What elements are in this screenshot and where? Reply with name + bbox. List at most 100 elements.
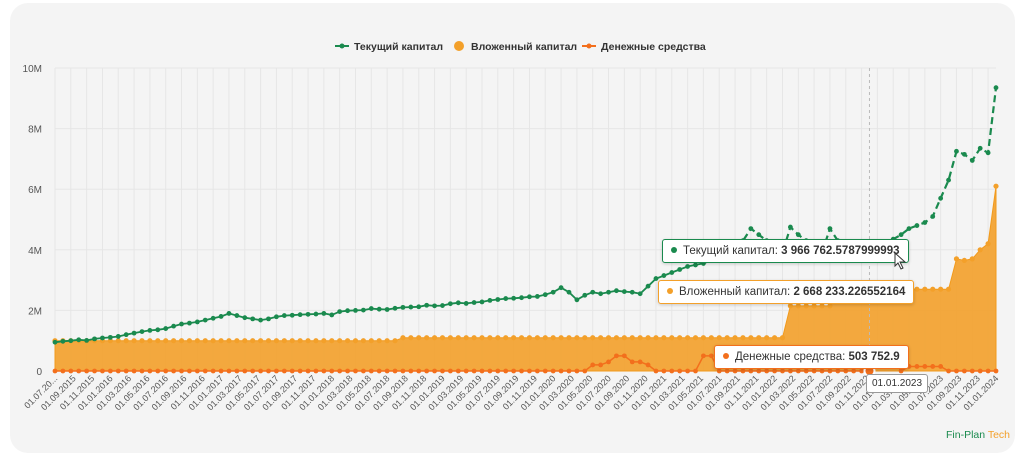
cash-point bbox=[645, 362, 651, 368]
current-capital-point bbox=[171, 323, 177, 329]
cash-point bbox=[242, 368, 248, 374]
invested-capital-point bbox=[993, 183, 999, 189]
cash-point bbox=[969, 368, 975, 374]
mouse-cursor-icon bbox=[894, 252, 907, 270]
invested-capital-point bbox=[305, 338, 311, 344]
invested-capital-point bbox=[273, 338, 280, 344]
current-capital-point bbox=[424, 302, 430, 308]
current-capital-point bbox=[645, 283, 651, 289]
cash-point bbox=[107, 368, 113, 374]
current-capital-point bbox=[147, 327, 153, 333]
current-capital-point bbox=[210, 315, 216, 321]
cash-point bbox=[519, 368, 524, 374]
invested-capital-point bbox=[550, 335, 556, 341]
cash-point bbox=[511, 368, 517, 374]
current-capital-point bbox=[139, 329, 145, 335]
invested-capital-point bbox=[360, 338, 366, 344]
cash-point bbox=[621, 353, 627, 359]
invested-capital-point bbox=[969, 256, 975, 262]
cash-point bbox=[851, 368, 857, 374]
current-capital-point bbox=[985, 150, 991, 156]
current-capital-point bbox=[954, 148, 959, 154]
cash-point bbox=[772, 368, 777, 374]
invested-capital-point bbox=[953, 256, 960, 262]
current-capital-point bbox=[432, 303, 437, 309]
current-capital-point bbox=[131, 330, 137, 336]
invested-capital-point bbox=[171, 338, 177, 344]
invested-capital-point bbox=[716, 335, 722, 341]
cash-point bbox=[914, 364, 920, 369]
invested-capital-point bbox=[321, 338, 327, 344]
invested-capital-point bbox=[123, 338, 129, 344]
current-capital-point bbox=[621, 289, 627, 295]
cash-point bbox=[590, 362, 596, 368]
current-capital-point bbox=[463, 301, 469, 306]
cash-point bbox=[985, 368, 991, 374]
invested-capital-point bbox=[764, 335, 770, 341]
cash-point bbox=[368, 368, 374, 374]
invested-capital-point bbox=[257, 338, 264, 344]
invested-capital-point bbox=[803, 303, 809, 309]
invested-capital-point bbox=[344, 338, 351, 344]
current-capital-point bbox=[542, 292, 548, 298]
cash-point bbox=[669, 368, 675, 374]
legend-marker-dot bbox=[454, 41, 464, 51]
current-capital-point bbox=[527, 294, 532, 300]
cash-point bbox=[819, 368, 825, 374]
cash-point bbox=[811, 368, 817, 374]
current-capital-point bbox=[930, 214, 936, 219]
cash-point bbox=[274, 368, 279, 374]
cash-point bbox=[447, 368, 453, 374]
current-capital-point bbox=[653, 276, 659, 281]
current-capital-point bbox=[566, 289, 572, 295]
current-capital-point bbox=[234, 313, 240, 318]
current-capital-point bbox=[669, 270, 675, 275]
cash-point bbox=[353, 368, 358, 374]
current-capital-point bbox=[226, 311, 232, 316]
cash-point bbox=[629, 359, 635, 365]
current-capital-point bbox=[495, 297, 501, 302]
cash-point bbox=[566, 368, 572, 374]
invested-capital-point bbox=[819, 303, 825, 309]
cash-point bbox=[764, 368, 770, 374]
cash-point bbox=[360, 368, 366, 374]
cash-point bbox=[321, 368, 327, 374]
invested-capital-point bbox=[495, 335, 501, 341]
invested-capital-point bbox=[590, 335, 596, 341]
cash-point bbox=[202, 368, 208, 374]
cash-point bbox=[922, 364, 928, 369]
cash-point bbox=[163, 368, 169, 374]
invested-capital-point bbox=[526, 335, 533, 341]
current-capital-point bbox=[107, 334, 113, 340]
cash-point bbox=[479, 368, 485, 374]
current-capital-point bbox=[519, 295, 524, 301]
current-capital-point bbox=[242, 315, 248, 321]
cash-point bbox=[179, 368, 184, 374]
current-capital-point bbox=[266, 316, 271, 322]
invested-capital-point bbox=[115, 338, 121, 344]
invested-capital-point bbox=[400, 335, 406, 341]
invested-capital-point bbox=[384, 338, 390, 344]
cash-point bbox=[250, 368, 256, 374]
y-tick-label: 10M bbox=[23, 64, 42, 75]
current-capital-point bbox=[100, 335, 105, 341]
cash-point bbox=[582, 368, 588, 374]
invested-capital-point bbox=[922, 286, 928, 292]
cash-point bbox=[701, 353, 706, 359]
current-capital-point bbox=[511, 295, 517, 301]
current-capital-point bbox=[534, 294, 540, 299]
cash-point bbox=[60, 368, 66, 374]
legend-marker-dot bbox=[586, 43, 592, 49]
cash-point bbox=[471, 368, 477, 374]
current-capital-point bbox=[297, 312, 303, 318]
cash-point bbox=[542, 368, 548, 374]
cash-point bbox=[843, 368, 849, 374]
current-capital-point bbox=[194, 319, 200, 325]
cash-point bbox=[297, 368, 303, 374]
invested-capital-point bbox=[265, 338, 272, 344]
current-capital-point bbox=[558, 285, 564, 291]
invested-capital-point bbox=[424, 335, 430, 341]
invested-capital-point bbox=[234, 338, 240, 344]
invested-capital-point bbox=[582, 335, 588, 341]
cash-point bbox=[194, 368, 200, 374]
